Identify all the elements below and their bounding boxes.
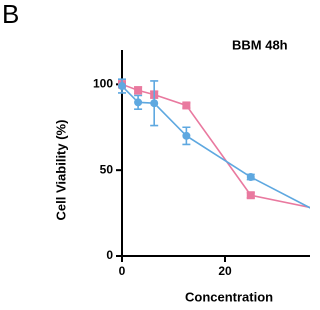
y-tick-label: 0 (106, 248, 113, 262)
marker (246, 173, 255, 182)
panel-label: B (2, 0, 19, 29)
marker (134, 98, 143, 107)
series-line (121, 83, 310, 209)
chart-title: BBM 48h (232, 37, 288, 52)
marker (134, 86, 143, 95)
y-tick-label: 100 (93, 77, 113, 91)
x-axis-label: Concentration (185, 289, 273, 304)
series-line (121, 85, 310, 209)
marker (246, 191, 255, 200)
marker (150, 99, 159, 108)
marker (182, 101, 191, 110)
x-tick-label: 20 (218, 264, 232, 278)
chart: B BBM 48h Concentration Cell Viability (… (2, 0, 310, 304)
marker (118, 82, 126, 91)
y-axis-label: Cell Viability (%) (53, 120, 68, 221)
y-tick-label: 50 (100, 162, 114, 176)
x-tick-label: 0 (119, 264, 126, 278)
marker (182, 131, 191, 140)
